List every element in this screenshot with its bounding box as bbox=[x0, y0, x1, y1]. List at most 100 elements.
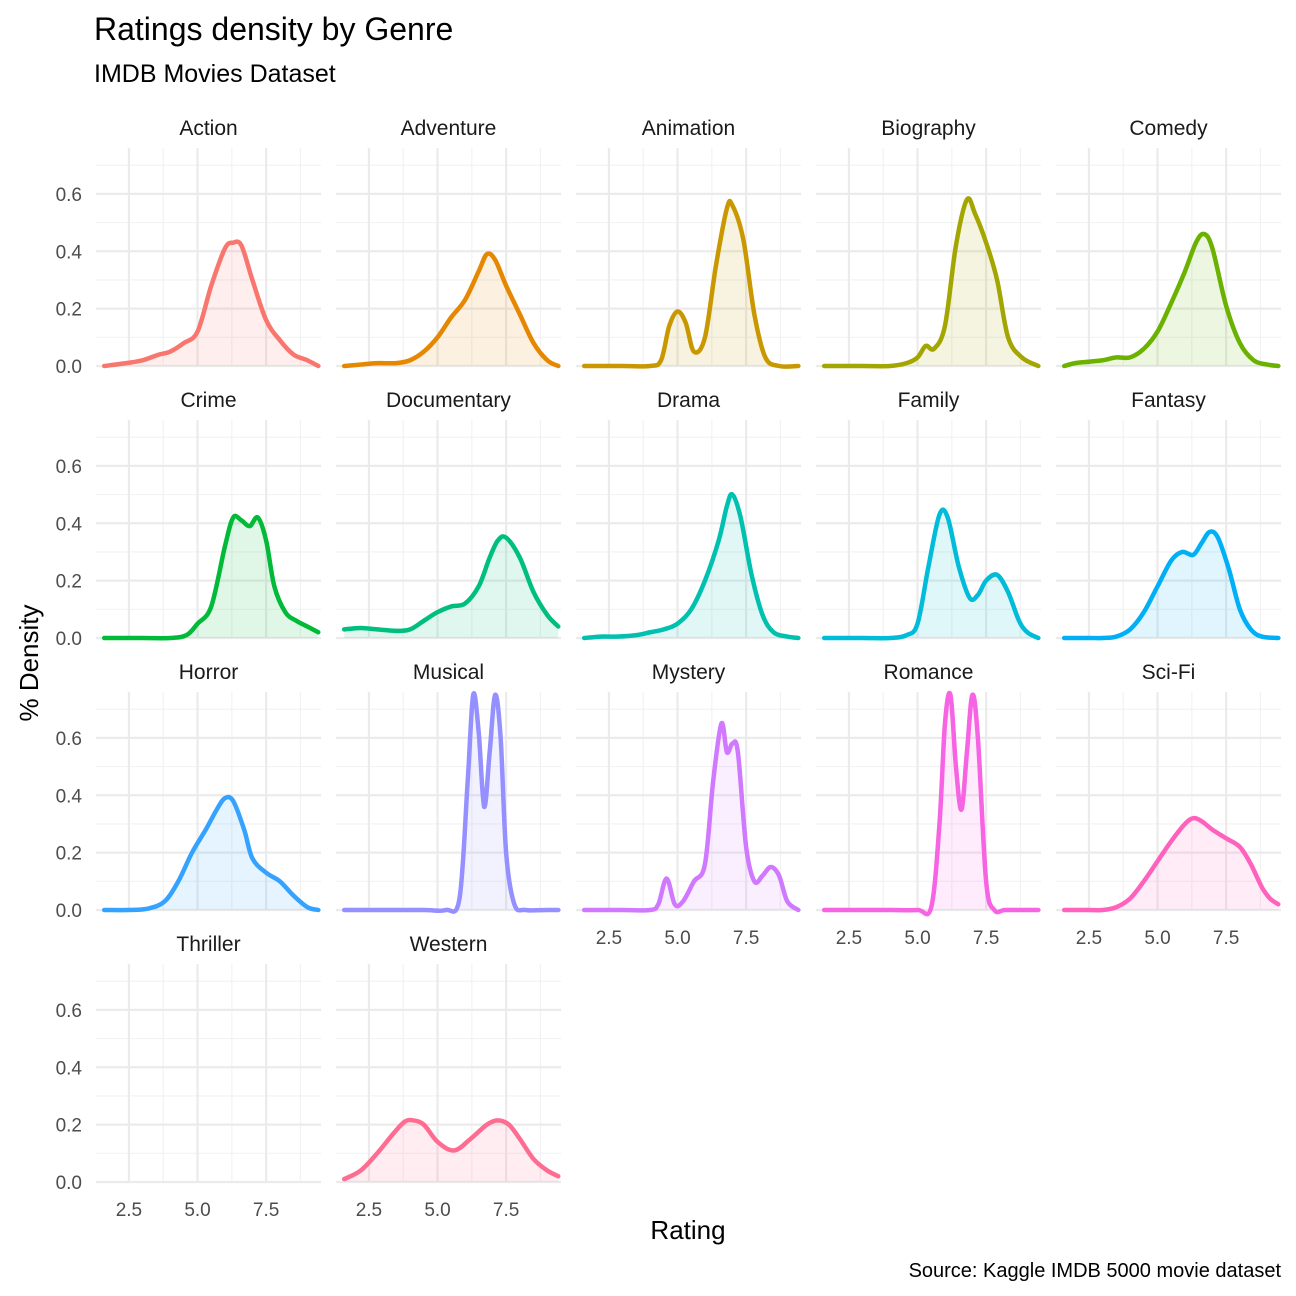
facet-strip-label: Family bbox=[898, 389, 960, 412]
x-tick-label: 5.0 bbox=[904, 928, 930, 949]
facet-strip-label: Musical bbox=[413, 661, 484, 684]
density-line bbox=[101, 513, 321, 641]
facet-panel-horror: Horror 0.0 0.2 0.4 0.6 bbox=[56, 661, 321, 922]
x-axis-title: Rating bbox=[650, 1215, 725, 1245]
density-line bbox=[821, 507, 1041, 641]
density-area bbox=[344, 536, 559, 638]
facet-panel-fantasy: Fantasy bbox=[1056, 389, 1281, 641]
y-tick-label: 0.4 bbox=[56, 242, 83, 263]
x-tick-label: 7.5 bbox=[493, 1200, 519, 1221]
facet-panel-musical: Musical bbox=[336, 661, 561, 914]
y-tick-label: 0.4 bbox=[56, 786, 83, 807]
density-line bbox=[1061, 529, 1281, 641]
facet-strip-label: Horror bbox=[179, 661, 239, 684]
x-tick-label: 7.5 bbox=[253, 1200, 279, 1221]
facet-panel-romance: Romance 2.5 5.0 7.5 bbox=[816, 661, 1041, 949]
y-tick-label: 0.2 bbox=[56, 572, 82, 593]
facet-strip-label: Adventure bbox=[401, 117, 497, 140]
facet-strip-label: Action bbox=[179, 117, 237, 140]
density-line bbox=[581, 491, 801, 641]
density-area bbox=[824, 198, 1039, 367]
facet-panels: Action 0.0 0.2 0.4 0.6 Adventure Animation Biog… bbox=[56, 117, 1281, 1221]
x-tick-label: 5.0 bbox=[1144, 928, 1170, 949]
density-area bbox=[584, 494, 799, 638]
density-area bbox=[344, 693, 559, 912]
density-line bbox=[821, 196, 1041, 369]
density-area bbox=[1064, 233, 1279, 366]
facet-panel-action: Action 0.0 0.2 0.4 0.6 bbox=[56, 117, 321, 378]
facet-strip-label: Western bbox=[410, 933, 488, 956]
y-tick-label: 0.0 bbox=[56, 901, 82, 922]
facet-strip-label: Thriller bbox=[176, 933, 240, 956]
facet-strip-label: Romance bbox=[884, 661, 974, 684]
density-area bbox=[584, 723, 799, 911]
y-tick-label: 0.4 bbox=[56, 1058, 83, 1079]
density-line bbox=[821, 690, 1041, 917]
density-line bbox=[1061, 815, 1281, 913]
y-tick-label: 0.2 bbox=[56, 1116, 82, 1137]
facet-strip-label: Documentary bbox=[386, 389, 511, 412]
facet-strip-label: Drama bbox=[657, 389, 720, 412]
facet-strip-label: Crime bbox=[181, 389, 237, 412]
density-line bbox=[581, 721, 801, 913]
facet-strip-label: Animation bbox=[642, 117, 735, 140]
facet-panel-family: Family bbox=[816, 389, 1041, 641]
x-tick-label: 2.5 bbox=[356, 1200, 382, 1221]
chart-caption: Source: Kaggle IMDB 5000 movie dataset bbox=[909, 1260, 1282, 1282]
y-axis-title: % Density bbox=[14, 604, 44, 721]
x-tick-label: 5.0 bbox=[184, 1200, 210, 1221]
density-area bbox=[104, 241, 319, 366]
y-tick-label: 0.2 bbox=[56, 844, 82, 865]
x-tick-label: 7.5 bbox=[733, 928, 759, 949]
facet-strip-label: Comedy bbox=[1129, 117, 1208, 140]
facet-panel-documentary: Documentary bbox=[336, 389, 561, 640]
density-line bbox=[1061, 231, 1281, 369]
facet-panel-adventure: Adventure bbox=[336, 117, 561, 369]
x-tick-label: 5.0 bbox=[664, 928, 690, 949]
facet-strip-label: Sci-Fi bbox=[1142, 661, 1196, 684]
x-tick-label: 2.5 bbox=[836, 928, 862, 949]
y-tick-label: 0.4 bbox=[56, 514, 83, 535]
chart-title: Ratings density by Genre bbox=[94, 11, 453, 47]
x-tick-label: 5.0 bbox=[424, 1200, 450, 1221]
x-tick-label: 2.5 bbox=[596, 928, 622, 949]
y-tick-label: 0.0 bbox=[56, 357, 82, 378]
x-tick-label: 2.5 bbox=[116, 1200, 142, 1221]
y-tick-label: 0.6 bbox=[56, 1001, 82, 1022]
density-area bbox=[584, 201, 799, 367]
facet-panel-drama: Drama bbox=[576, 389, 801, 641]
density-area bbox=[344, 253, 559, 366]
density-line bbox=[101, 239, 321, 369]
y-tick-label: 0.0 bbox=[56, 629, 82, 650]
x-tick-label: 7.5 bbox=[1213, 928, 1239, 949]
density-line bbox=[341, 534, 561, 634]
facet-strip-label: Fantasy bbox=[1131, 389, 1206, 412]
density-area bbox=[824, 509, 1039, 639]
density-area bbox=[104, 515, 319, 639]
chart-subtitle: IMDB Movies Dataset bbox=[94, 60, 336, 88]
facet-panel-crime: Crime 0.0 0.2 0.4 0.6 bbox=[56, 389, 321, 650]
density-line bbox=[581, 198, 801, 369]
facet-strip-label: Mystery bbox=[652, 661, 726, 684]
x-tick-label: 7.5 bbox=[973, 928, 999, 949]
y-tick-label: 0.0 bbox=[56, 1173, 82, 1194]
y-tick-label: 0.6 bbox=[56, 729, 82, 750]
facet-panel-western: Western 2.5 5.0 7.5 bbox=[336, 933, 561, 1221]
facet-strip-label: Biography bbox=[881, 117, 976, 140]
density-area bbox=[104, 797, 319, 911]
density-area bbox=[1064, 818, 1279, 911]
facet-panel-thriller: Thriller 0.0 0.2 0.4 0.6 2.5 5.0 7.5 bbox=[56, 933, 321, 1221]
facet-panel-animation: Animation bbox=[576, 117, 801, 369]
y-tick-label: 0.2 bbox=[56, 300, 82, 321]
facet-panel-mystery: Mystery 2.5 5.0 7.5 bbox=[576, 661, 801, 949]
x-tick-label: 2.5 bbox=[1076, 928, 1102, 949]
y-tick-label: 0.6 bbox=[56, 457, 82, 478]
density-line bbox=[101, 794, 321, 913]
facet-panel-comedy: Comedy bbox=[1056, 117, 1281, 369]
density-line bbox=[341, 691, 561, 914]
y-tick-label: 0.6 bbox=[56, 185, 82, 206]
density-line bbox=[341, 1117, 561, 1182]
density-line bbox=[341, 251, 561, 369]
facet-panel-biography: Biography bbox=[816, 117, 1041, 369]
